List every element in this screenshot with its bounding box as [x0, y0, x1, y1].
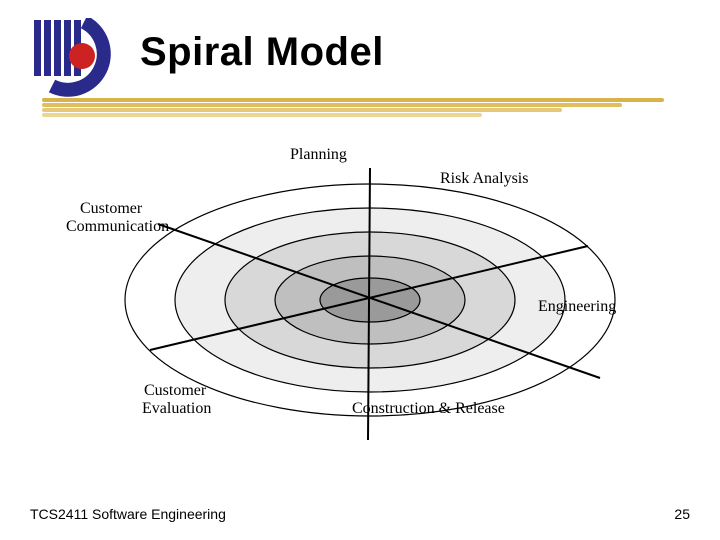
underline-bar: [42, 113, 482, 117]
underline-bar: [42, 108, 562, 112]
label-planning: Planning: [290, 146, 347, 164]
label-custcomm-2: Communication: [66, 218, 169, 236]
title-underline: [42, 98, 664, 118]
label-custeval-1: Customer: [144, 382, 206, 400]
label-custcomm-1: Customer: [80, 200, 142, 218]
slide-logo: [32, 18, 122, 98]
slide-title: Spiral Model: [140, 30, 384, 75]
label-risk: Risk Analysis: [440, 170, 528, 188]
underline-bar: [42, 98, 664, 102]
label-construct: Construction & Release: [352, 400, 505, 418]
slide: Spiral Model Planning Risk Analysis Cust…: [0, 0, 720, 540]
label-engineering: Engineering: [538, 298, 616, 316]
logo-svg: [32, 18, 122, 98]
label-custeval-2: Evaluation: [142, 400, 211, 418]
footer-page: 25: [674, 506, 690, 522]
spiral-diagram: Planning Risk Analysis Customer Communic…: [90, 150, 650, 470]
underline-bar: [42, 103, 622, 107]
footer-course: TCS2411 Software Engineering: [30, 506, 226, 522]
